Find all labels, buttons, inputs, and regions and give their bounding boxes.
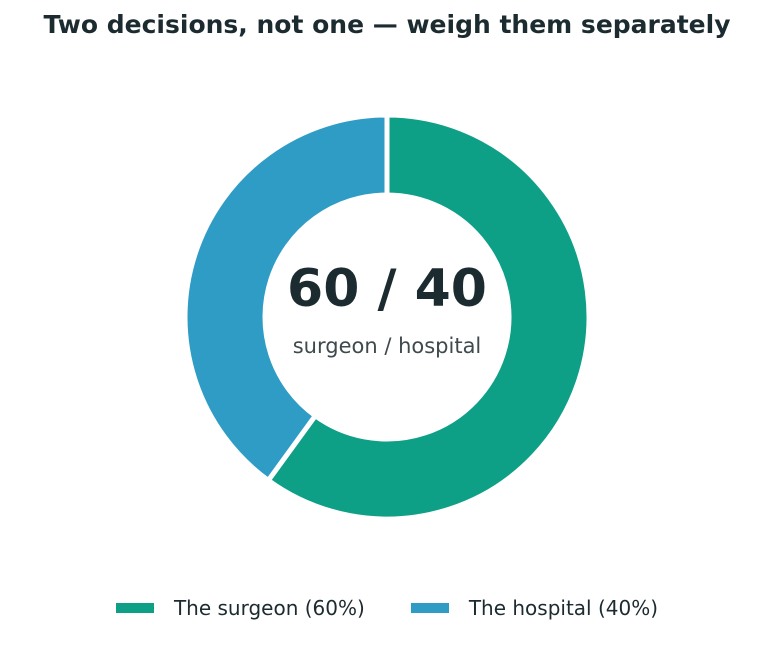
slice-hospital — [182, 112, 390, 484]
slice-surgeon — [264, 112, 592, 522]
legend-item-hospital: The hospital (40%) — [410, 596, 659, 620]
legend-label-hospital: The hospital (40%) — [468, 596, 659, 620]
legend-swatch-hospital — [410, 603, 449, 613]
center-value: 60 / 40 — [287, 259, 487, 319]
center-caption: surgeon / hospital — [293, 334, 482, 358]
legend-swatch-surgeon — [115, 603, 154, 613]
chart-title: Two decisions, not one — weigh them sepa… — [43, 10, 731, 39]
legend-item-surgeon: The surgeon (60%) — [115, 596, 365, 620]
legend: The surgeon (60%) The hospital (40%) — [0, 596, 774, 620]
legend-label-surgeon: The surgeon (60%) — [173, 596, 365, 620]
slices-group — [182, 112, 592, 522]
